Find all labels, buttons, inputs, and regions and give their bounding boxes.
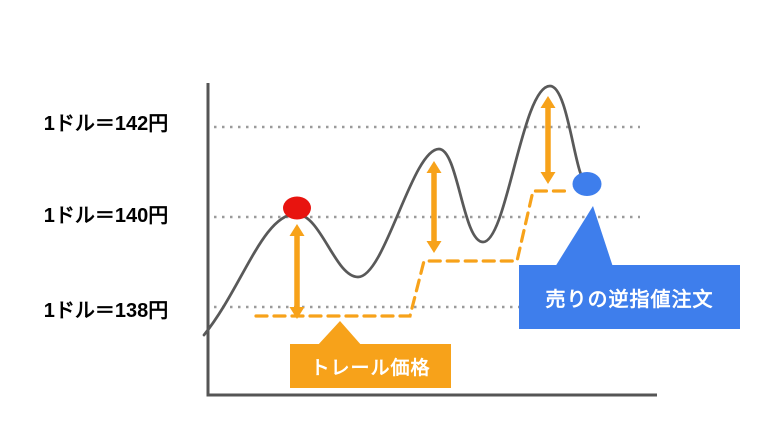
sell-stop-callout-box xyxy=(519,265,740,329)
red-peak-price-dot xyxy=(283,196,311,220)
arrow-3-down-head-icon xyxy=(540,172,556,184)
arrow-3-up-head-icon xyxy=(540,96,556,108)
y-axis-label-138: 1ドル＝138円 xyxy=(43,300,169,322)
trailing-stop-dashed-line xyxy=(254,189,572,318)
y-axis-label-140: 1ドル＝140円 xyxy=(43,205,169,227)
sell-stop-callout-pointer-icon xyxy=(555,206,613,267)
trail-price-callout-label: トレール価格 xyxy=(310,357,431,379)
trail-distance-arrow-2 xyxy=(426,161,442,253)
y-axis-label-142: 1ドル＝142円 xyxy=(43,113,169,135)
trail-distance-arrow-3 xyxy=(540,96,556,184)
trail-distance-arrow-1 xyxy=(289,224,305,319)
sell-stop-callout-label: 売りの逆指値注文 xyxy=(545,288,714,311)
arrow-2-down-head-icon xyxy=(426,241,442,253)
blue-stop-order-dot xyxy=(572,172,602,196)
trail-price-callout-box xyxy=(290,344,451,388)
trail-price-callout-pointer-icon xyxy=(317,321,362,346)
arrow-2-up-head-icon xyxy=(426,161,442,173)
arrow-1-up-head-icon xyxy=(289,224,305,236)
arrow-1-down-head-icon xyxy=(289,307,305,319)
